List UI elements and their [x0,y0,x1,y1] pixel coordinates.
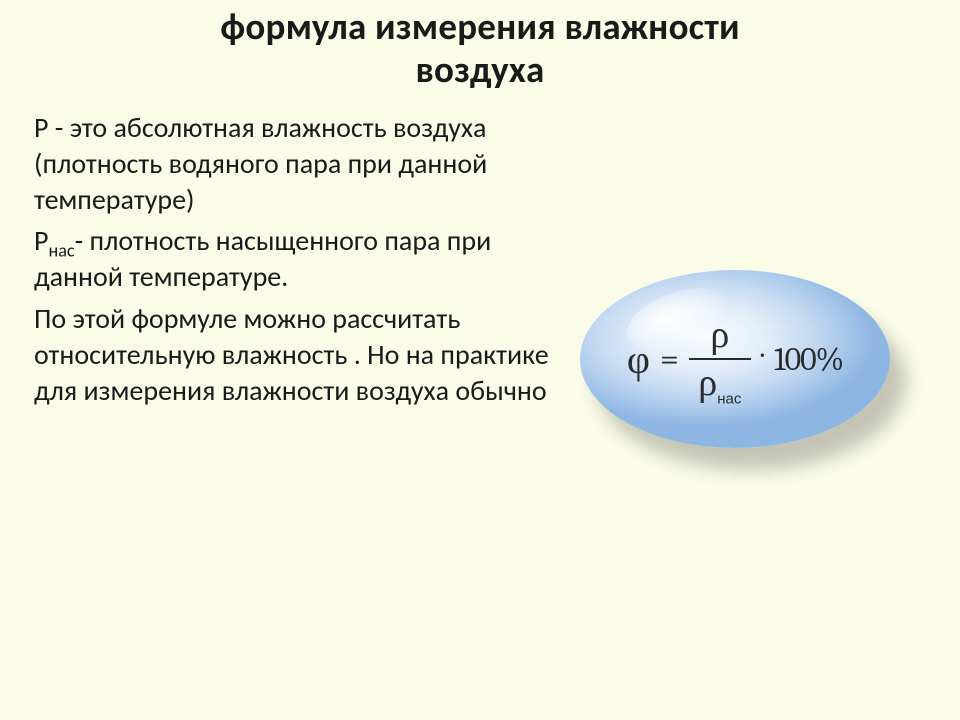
title-line-2: воздуха [416,47,545,92]
paragraph-2-rest: - плотность насыщенного пара при данной … [34,223,491,294]
body-text: Ρ - это абсолютная влажность воздуха (пл… [34,110,554,415]
hundred-percent: 100% [774,341,843,378]
fraction-numerator: ρ [700,316,739,356]
slide-title: формула измерения влажности воздуха [0,0,960,91]
phi-symbol: φ [627,336,650,383]
fraction-bar [689,358,751,360]
humidity-formula: φ = ρ ρнас · 100% [580,270,890,448]
den-subscript: нас [717,391,741,408]
rho-symbol: Ρ [34,223,48,258]
paragraph-3: По этой формуле можно рассчитать относит… [34,301,554,408]
den-rho: ρ [698,362,717,404]
formula-graphic: φ = ρ ρнас · 100% [560,260,920,460]
fraction-denominator: ρнас [698,362,741,402]
title-line-1: формула измерения влажности [220,4,740,49]
paragraph-1: Ρ - это абсолютная влажность воздуха (пл… [34,110,554,217]
equals-sign: = [660,339,679,379]
paragraph-2: Ρнас- плотность насыщенного пара при дан… [34,223,554,295]
fraction: ρ ρнас [689,316,751,402]
formula-bubble: φ = ρ ρнас · 100% [580,270,890,448]
